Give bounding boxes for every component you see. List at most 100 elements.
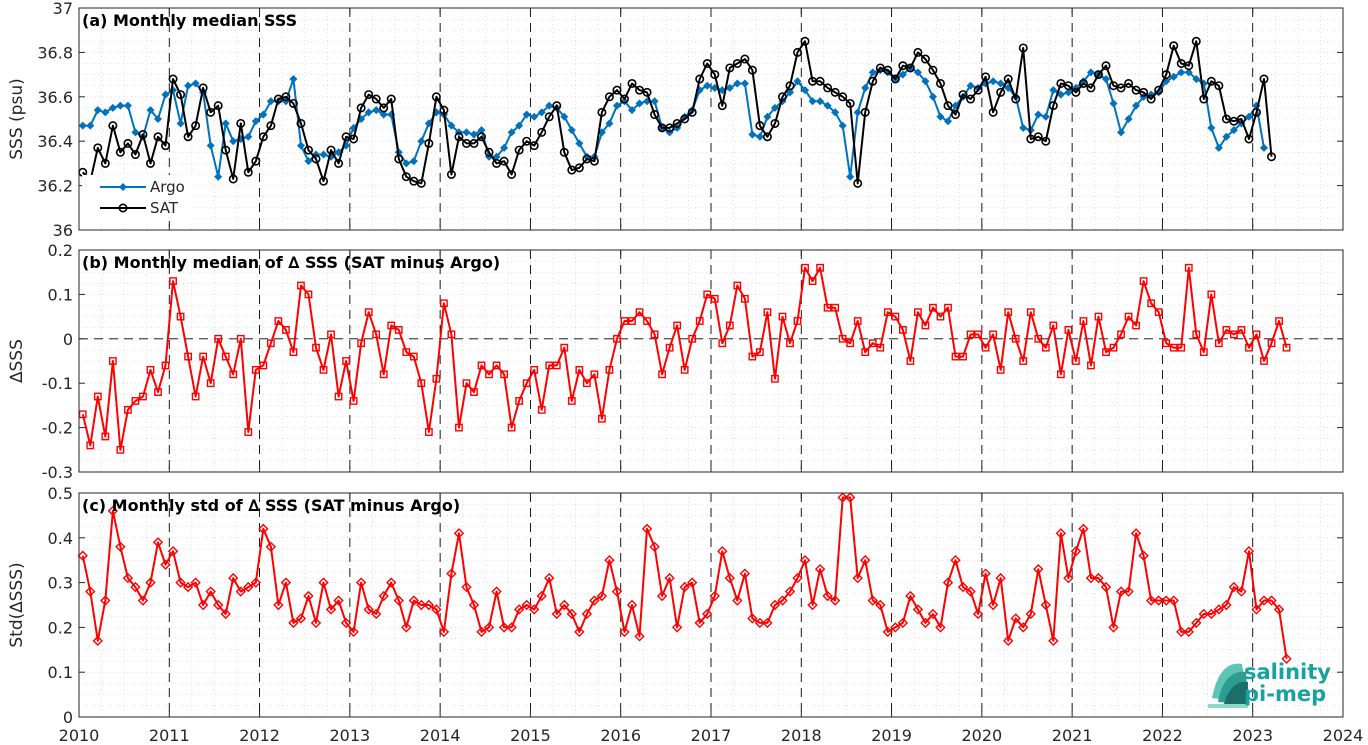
sat-point: [371, 94, 381, 104]
argo-point: [537, 108, 546, 117]
sat-point: [176, 90, 186, 100]
series-point: [363, 604, 374, 615]
series-point: [312, 343, 320, 352]
sat-point: [499, 156, 509, 166]
argo-point: [808, 97, 817, 106]
series-point: [656, 590, 668, 602]
argo-point: [703, 81, 712, 90]
sat-point: [213, 101, 223, 111]
argo-point: [1207, 123, 1216, 132]
sat-point: [296, 118, 306, 128]
sat-point: [702, 58, 712, 68]
argo-point: [296, 141, 305, 150]
series-point: [334, 392, 343, 401]
sat-point: [928, 65, 938, 75]
sat-point: [424, 138, 434, 148]
series-point: [808, 277, 817, 285]
sat-point: [1018, 43, 1028, 53]
x-tick-label: 2016: [600, 726, 641, 745]
series-point: [1078, 523, 1089, 535]
argo-point: [372, 106, 381, 115]
series-point: [355, 577, 367, 588]
sat-point: [529, 141, 539, 151]
panel-a-title: (a) Monthly median SSS: [82, 11, 297, 30]
series-point: [1207, 290, 1216, 299]
series-point: [1064, 326, 1073, 334]
series-point: [258, 523, 269, 535]
series-point: [1100, 581, 1112, 593]
series-point: [996, 365, 1005, 374]
series-point: [1033, 563, 1044, 575]
series-point: [1184, 263, 1193, 272]
panel-b-grid: [79, 250, 1343, 472]
series-point: [927, 608, 939, 620]
sat-point: [228, 174, 238, 184]
series-point: [951, 352, 960, 361]
series-point: [1191, 617, 1202, 629]
series-point: [860, 555, 871, 566]
series-point: [957, 581, 969, 593]
series-point: [280, 577, 292, 588]
series-point: [325, 604, 337, 615]
sat-point: [1011, 94, 1021, 104]
sat-point: [311, 154, 321, 164]
series-point: [416, 599, 427, 611]
series-point: [470, 388, 478, 396]
series-point: [529, 604, 540, 615]
series-point: [303, 590, 314, 602]
argo-point: [567, 126, 576, 135]
series-point: [552, 361, 561, 370]
sat-point: [251, 156, 261, 166]
argo-point: [1041, 112, 1050, 121]
series-point: [1085, 572, 1097, 584]
sat-point: [1259, 74, 1269, 84]
sat-point: [1041, 136, 1051, 146]
series-point: [167, 546, 179, 557]
argo-point: [191, 79, 200, 88]
sat-point: [574, 163, 584, 173]
argo-point: [1049, 86, 1058, 95]
sat-point: [672, 118, 682, 128]
series-point: [1258, 595, 1270, 606]
sat-point: [431, 92, 441, 102]
series-point: [424, 428, 433, 436]
series-point: [1025, 608, 1036, 620]
argo-point: [725, 83, 734, 92]
sat-point: [386, 94, 396, 104]
series-point: [438, 626, 450, 638]
series-point: [402, 348, 411, 357]
series-point: [1162, 339, 1171, 348]
sat-point: [627, 78, 637, 88]
sat-point: [1093, 70, 1103, 80]
sat-point: [1244, 134, 1254, 144]
series-line: [81, 496, 1288, 659]
series-point: [432, 374, 441, 383]
argo-point: [943, 117, 953, 126]
argo-point: [1244, 112, 1253, 121]
argo-point: [1177, 68, 1186, 77]
series-point: [1102, 348, 1110, 357]
sat-point: [1161, 70, 1171, 80]
series-point: [680, 365, 689, 374]
series-point: [845, 492, 856, 503]
series-point: [107, 505, 119, 517]
x-tick-label: 2015: [510, 726, 551, 745]
series-point: [213, 599, 224, 611]
argo-point: [921, 77, 930, 86]
series-point: [867, 595, 878, 606]
series-point: [611, 586, 623, 597]
series-point: [823, 303, 832, 312]
series-point: [440, 299, 448, 308]
series-point: [537, 405, 546, 414]
y-tick-label: 0: [63, 330, 73, 349]
argo-point: [515, 121, 524, 130]
series-point: [228, 572, 239, 584]
y-tick-label: 0.1: [48, 285, 73, 304]
series-point: [1124, 312, 1133, 321]
series-point: [620, 317, 629, 325]
series-point: [446, 568, 457, 579]
argo-point: [1101, 75, 1111, 84]
sat-point: [860, 107, 870, 117]
argo-point: [545, 101, 554, 110]
series-point: [310, 617, 322, 629]
